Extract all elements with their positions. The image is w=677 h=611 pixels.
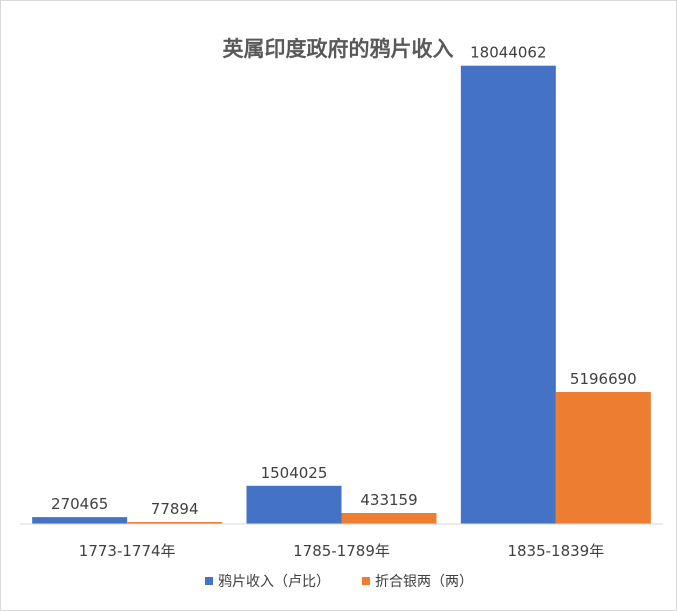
legend-label-1: 鸦片收入（卢比） [218, 573, 330, 590]
legend-swatch-1 [205, 577, 213, 585]
data-label-series-2-1: 77894 [151, 500, 199, 518]
data-label-series-1-3: 18044062 [470, 44, 546, 62]
bar-series-1-3 [460, 65, 556, 525]
x-tick-label-3: 1835-1839年 [507, 542, 604, 560]
x-tick-label-2: 1785-1789年 [293, 542, 390, 560]
bar-series-2-1 [127, 522, 223, 524]
bar-series-2-2 [341, 512, 437, 524]
data-label-series-1-2: 1504025 [261, 464, 328, 482]
legend-swatch-2 [362, 577, 370, 585]
bars-layer [32, 65, 651, 525]
bar-series-1-2 [246, 485, 342, 524]
bar-series-2-3 [555, 392, 651, 524]
labels-layer: 270465 77894 1773-1774年 1504025 433159 1785-1… [51, 44, 637, 560]
data-label-series-2-2: 433159 [360, 491, 417, 509]
legend-label-2: 折合银两（两） [375, 574, 473, 590]
legend: 鸦片收入（卢比） 折合银两（两） [205, 573, 473, 590]
bar-series-1-1 [32, 517, 128, 524]
data-label-series-2-3: 5196690 [570, 370, 637, 388]
data-label-series-1-1: 270465 [51, 495, 108, 513]
x-tick-label-1: 1773-1774年 [79, 542, 176, 560]
chart-title: 英属印度政府的鸦片收入 [223, 37, 454, 61]
